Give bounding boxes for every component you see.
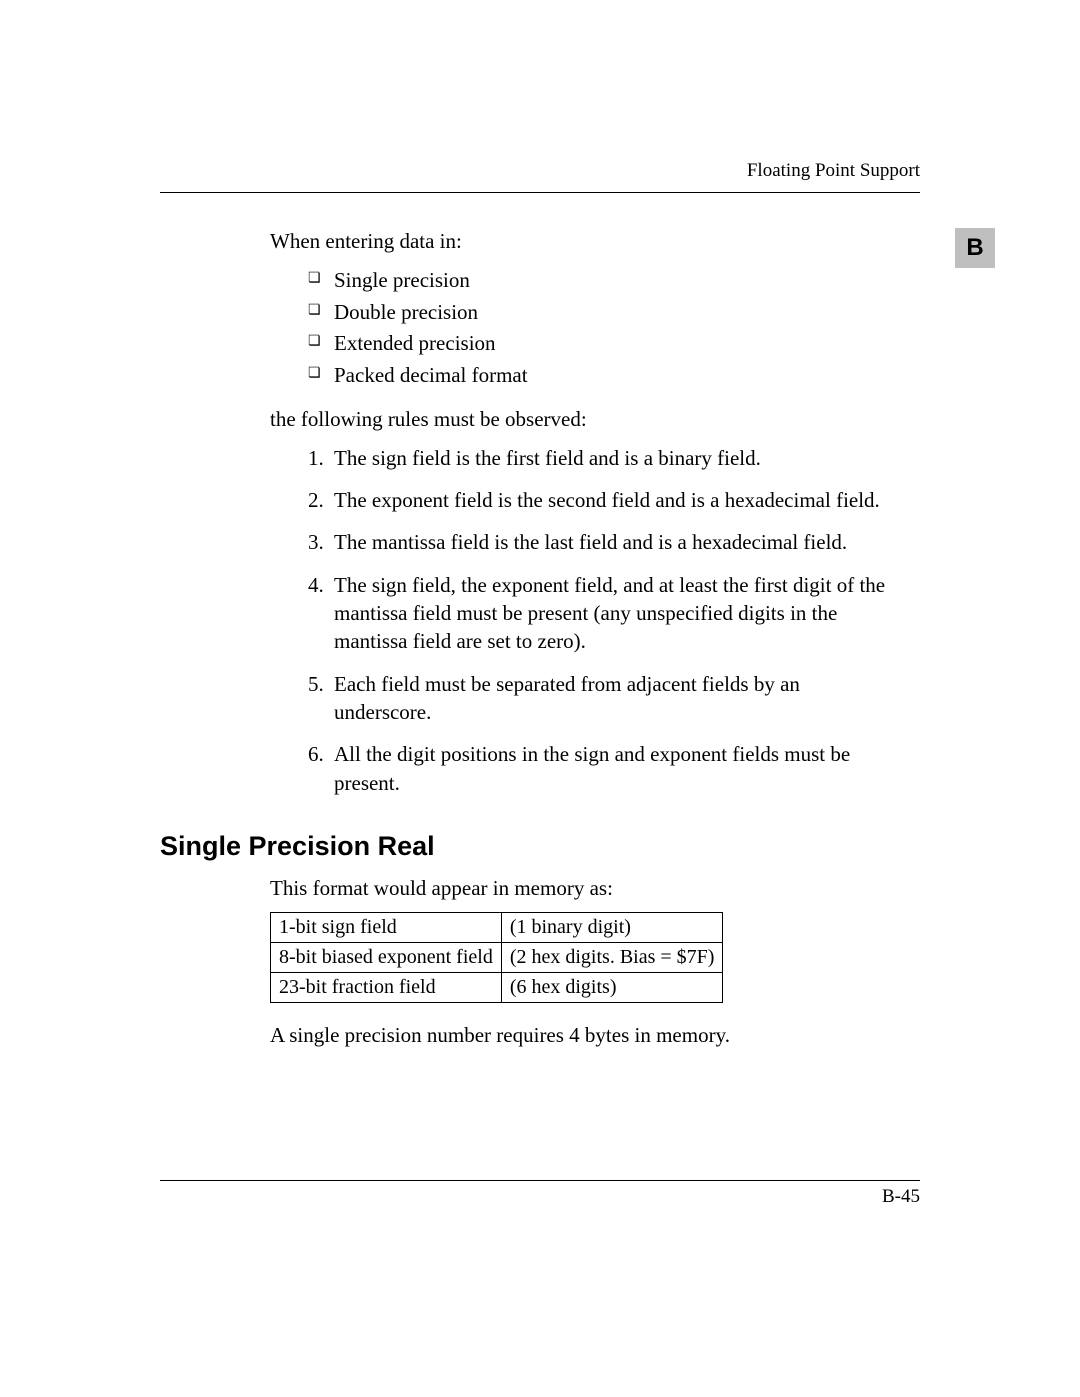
format-table: 1-bit sign field (1 binary digit) 8-bit … (270, 912, 723, 1003)
table-cell: (2 hex digits. Bias = $7F) (501, 943, 723, 973)
list-item: The sign field, the exponent field, and … (308, 571, 890, 656)
running-header: Floating Point Support (160, 160, 920, 182)
list-item: All the digit positions in the sign and … (308, 740, 890, 797)
list-item: The sign field is the first field and is… (308, 444, 890, 472)
list-item: The exponent field is the second field a… (308, 486, 890, 514)
table-row: 1-bit sign field (1 binary digit) (271, 913, 723, 943)
section-heading: Single Precision Real (160, 831, 890, 862)
intro-paragraph: When entering data in: (270, 227, 890, 255)
page-content-area: Floating Point Support B When entering d… (160, 160, 920, 1060)
table-cell: 8-bit biased exponent field (271, 943, 502, 973)
list-item: Each field must be separated from adjace… (308, 670, 890, 727)
section-tab-badge: B (955, 228, 995, 268)
table-cell: 23-bit fraction field (271, 973, 502, 1003)
rules-list: The sign field is the first field and is… (308, 444, 890, 797)
page-number: B-45 (882, 1186, 920, 1208)
footer-rule (160, 1180, 920, 1181)
section-intro-paragraph: This format would appear in memory as: (270, 874, 890, 902)
table-cell: (6 hex digits) (501, 973, 723, 1003)
header-rule (160, 192, 920, 193)
table-cell: 1-bit sign field (271, 913, 502, 943)
list-item: The mantissa field is the last field and… (308, 528, 890, 556)
list-item: Single precision (308, 265, 890, 297)
table-row: 8-bit biased exponent field (2 hex digit… (271, 943, 723, 973)
list-item: Packed decimal format (308, 360, 890, 392)
table-row: 23-bit fraction field (6 hex digits) (271, 973, 723, 1003)
rules-intro-paragraph: the following rules must be observed: (270, 405, 890, 433)
list-item: Extended precision (308, 328, 890, 360)
format-list: Single precision Double precision Extend… (308, 265, 890, 391)
section-outro-paragraph: A single precision number requires 4 byt… (270, 1021, 890, 1049)
list-item: Double precision (308, 297, 890, 329)
body-text-block: When entering data in: Single precision … (270, 227, 890, 1050)
table-cell: (1 binary digit) (501, 913, 723, 943)
